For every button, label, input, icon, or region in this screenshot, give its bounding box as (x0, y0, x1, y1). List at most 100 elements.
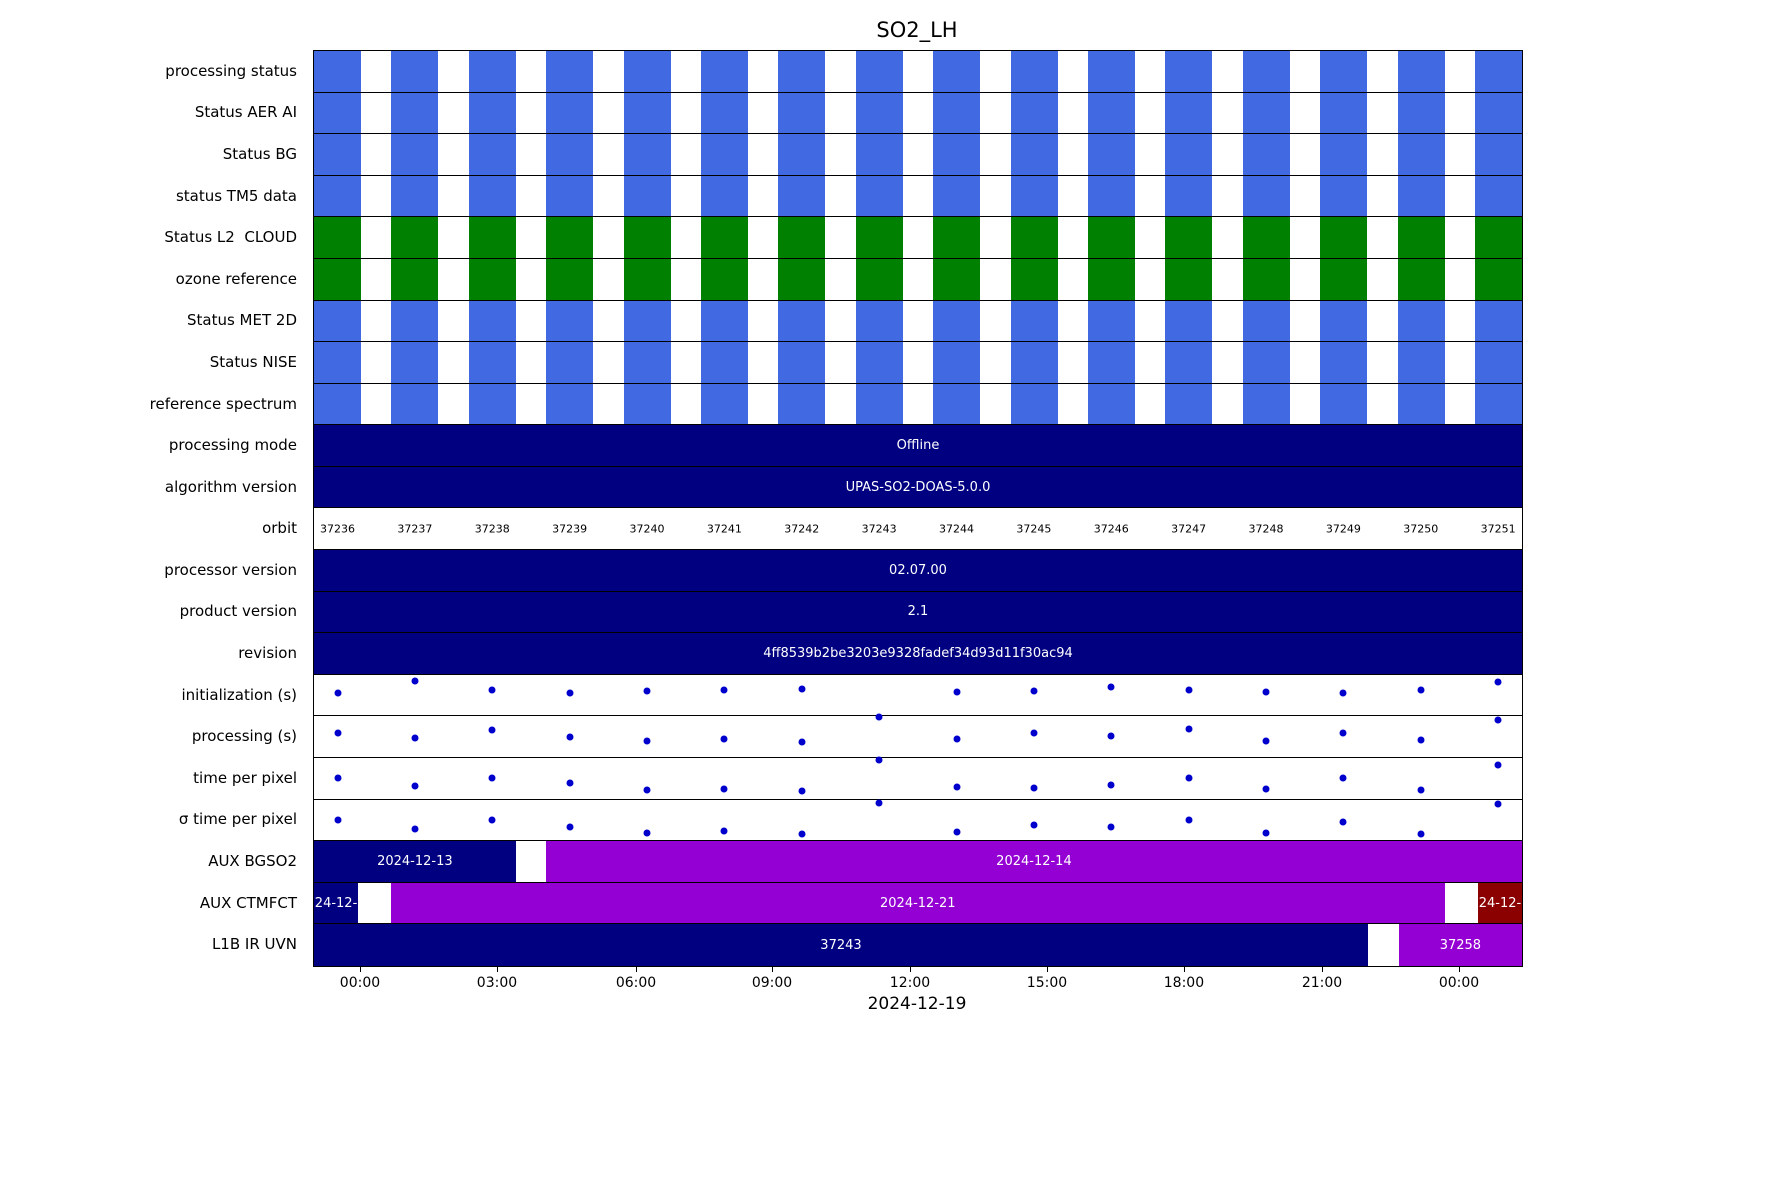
status-block (778, 175, 826, 217)
row-time-per-pixel (314, 756, 1522, 800)
status-block (1320, 217, 1368, 258)
status-block (1397, 300, 1445, 342)
scatter-dot (953, 783, 961, 791)
chart-title: SO2_LH (876, 18, 958, 42)
scatter-dot (1494, 716, 1502, 724)
status-block (546, 217, 594, 258)
status-block (1010, 134, 1058, 175)
scatter-dot (566, 823, 574, 831)
scatter-dot (1494, 800, 1502, 808)
status-block (700, 258, 748, 300)
status-block (1320, 175, 1368, 217)
status-block (546, 92, 594, 134)
row-label-processor-version: processor version (164, 560, 297, 579)
status-block (1087, 175, 1135, 217)
status-block (933, 258, 981, 300)
scatter-dot (334, 729, 342, 737)
orbit-number: 37244 (939, 522, 975, 536)
scatter-dot (798, 738, 806, 746)
plot-area: Offline UPAS-SO2-DOAS-5.0.0 37236 37237 3723… (313, 50, 1523, 967)
status-block (1165, 342, 1213, 383)
status-block (1242, 134, 1290, 175)
status-block (391, 51, 439, 92)
status-block (1474, 175, 1522, 217)
status-block (1320, 258, 1368, 300)
row-label-aux-bgso2: AUX BGSO2 (208, 852, 297, 870)
row-label-status-l2-cloud: Status L2 CLOUD (164, 228, 297, 247)
scatter-dot (643, 737, 651, 745)
x-tick-mark (1459, 966, 1461, 972)
timeline-segment: 37243 (314, 924, 1368, 966)
row-label-status-nise: Status NISE (209, 352, 297, 371)
status-block (855, 383, 903, 425)
status-block (1087, 217, 1135, 258)
status-block (1397, 258, 1445, 300)
orbit-number: 37250 (1403, 522, 1439, 536)
status-block (1165, 217, 1213, 258)
row-processing-mode: Offline (314, 425, 1522, 467)
status-block (1320, 342, 1368, 383)
x-tick-mark (359, 966, 361, 972)
status-block (1242, 258, 1290, 300)
scatter-dot (488, 774, 496, 781)
status-block (1320, 134, 1368, 175)
status-block (468, 300, 516, 342)
bar-value: 02.07.00 (889, 562, 947, 578)
scatter-dot (566, 779, 574, 787)
scatter-dot (953, 828, 961, 836)
row-label-l1b-ir-uvn: L1B IR UVN (211, 935, 297, 954)
status-block (933, 175, 981, 217)
status-block (933, 134, 981, 175)
status-block (468, 92, 516, 134)
row-algorithm-version: UPAS-SO2-DOAS-5.0.0 (314, 466, 1522, 509)
row-label-status-aer-ai: Status AER AI (194, 103, 297, 122)
status-block (391, 217, 439, 258)
status-block (933, 92, 981, 134)
status-block (468, 383, 516, 425)
scatter-dot (1417, 786, 1425, 794)
orbit-number: 37239 (552, 522, 588, 536)
status-block (1474, 383, 1522, 425)
row-label-orbit: orbit (262, 519, 297, 538)
status-block (700, 217, 748, 258)
x-tick-label: 18:00 (1163, 975, 1205, 991)
status-block (468, 342, 516, 383)
status-block (1242, 217, 1290, 258)
status-block (1474, 51, 1522, 92)
scatter-dot (1107, 732, 1115, 740)
status-block (700, 51, 748, 92)
scatter-dot (953, 688, 961, 696)
status-block (623, 300, 671, 342)
orbit-number: 37247 (1171, 522, 1207, 536)
scatter-dot (1339, 689, 1347, 697)
status-block (1397, 51, 1445, 92)
row-initialization-s (314, 675, 1522, 717)
row-label-time-per-pixel: σ time per pixel (178, 810, 297, 829)
row-ozone-reference (314, 258, 1522, 301)
timeline-segment: 2024-12-13 (314, 841, 516, 882)
status-block (546, 258, 594, 300)
status-block (700, 300, 748, 342)
status-block (778, 300, 826, 342)
scatter-dot (1185, 816, 1193, 823)
status-block (1242, 51, 1290, 92)
row-status-nise (314, 342, 1522, 384)
status-block (623, 51, 671, 92)
segment-label: 37243 (820, 937, 862, 953)
status-block (700, 134, 748, 175)
row-label-algorithm-version: algorithm version (164, 477, 297, 496)
scatter-dot (1417, 686, 1425, 694)
status-block (700, 342, 748, 383)
status-block (1320, 300, 1368, 342)
row-status-aer-ai (314, 92, 1522, 135)
scatter-dot (875, 713, 883, 721)
status-block (778, 134, 826, 175)
status-block (468, 258, 516, 300)
status-block (1010, 175, 1058, 217)
status-block (391, 300, 439, 342)
status-block (391, 175, 439, 217)
bar-value: 2.1 (907, 604, 929, 620)
scatter-dot (334, 816, 342, 823)
status-block (1320, 51, 1368, 92)
